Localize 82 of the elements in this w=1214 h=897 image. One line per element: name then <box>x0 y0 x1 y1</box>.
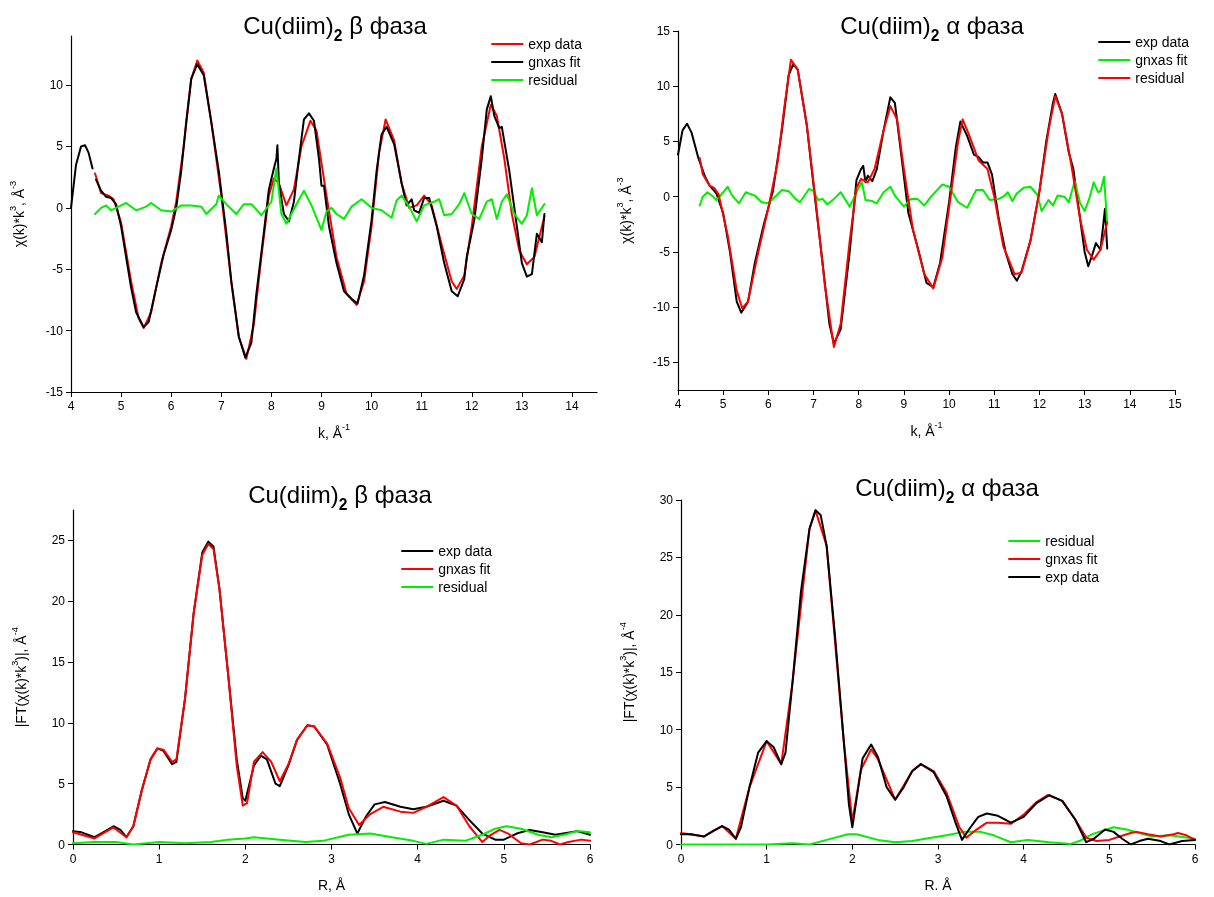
x-tick-label: 10 <box>942 397 957 411</box>
x-tick-label: 6 <box>1191 851 1199 866</box>
x-tick-label: 10 <box>364 399 379 413</box>
y-tick-label: 25 <box>659 550 674 565</box>
y-tick-label: -10 <box>45 323 64 338</box>
x-tick-label: 8 <box>268 399 276 413</box>
x-tick-label: 4 <box>414 851 422 866</box>
y-tick-label: 20 <box>51 594 66 609</box>
y-tick-label: -15 <box>652 355 671 370</box>
x-tick-label: 5 <box>117 399 125 413</box>
y-tick-label: 0 <box>666 837 674 852</box>
x-tick-label: 6 <box>167 399 175 413</box>
x-tick-label: 12 <box>465 399 479 413</box>
x-tick-label: 1 <box>763 851 771 866</box>
y-tick-label: 5 <box>56 139 64 154</box>
y-tick-label: 25 <box>51 533 66 548</box>
legend-label: gnxas fit <box>1045 551 1098 567</box>
legend-label: exp data <box>1045 569 1100 585</box>
x-tick-label: 12 <box>1032 397 1047 411</box>
y-tick-label: 5 <box>666 780 674 795</box>
x-tick-label: 5 <box>500 851 508 866</box>
x-tick-label: 3 <box>328 851 336 866</box>
x-tick-label: 1 <box>155 851 163 866</box>
y-tick-label: 15 <box>659 665 674 680</box>
y-axis-title: χ(k)*k3, Å-3 <box>7 180 27 248</box>
x-tick-label: 9 <box>318 399 326 413</box>
y-tick-label: 10 <box>659 722 674 737</box>
y-tick-label: -5 <box>52 262 64 277</box>
x-axis-title: R, Å <box>317 877 346 893</box>
x-tick-label: 11 <box>988 397 1001 411</box>
y-tick-label: -10 <box>652 300 671 315</box>
x-tick-label: 8 <box>855 397 863 411</box>
x-tick-label: 7 <box>810 397 818 411</box>
y-tick-label: -15 <box>45 385 64 399</box>
y-tick-label: 5 <box>663 134 671 149</box>
x-tick-label: 15 <box>1168 397 1182 411</box>
x-tick-label: 2 <box>241 851 249 866</box>
x-tick-label: 0 <box>69 851 77 866</box>
x-tick-label: 13 <box>515 399 529 413</box>
legend-label: residual <box>438 579 488 595</box>
legend-label: residual <box>1135 70 1185 86</box>
x-tick-label: 13 <box>1077 397 1092 411</box>
x-tick-label: 7 <box>217 399 225 413</box>
y-tick-label: 15 <box>51 655 66 670</box>
legend-label: residual <box>1045 533 1095 549</box>
y-tick-label: 0 <box>56 200 64 215</box>
y-tick-label: 10 <box>656 79 671 94</box>
x-tick-label: 3 <box>934 851 942 866</box>
legend-label: gnxas fit <box>528 54 581 70</box>
x-tick-label: 14 <box>1123 397 1137 411</box>
y-tick-label: 30 <box>659 493 674 507</box>
y-tick-label: 20 <box>659 607 674 622</box>
y-tick-label: 10 <box>51 715 66 730</box>
legend-label: gnxas fit <box>438 561 491 577</box>
legend-label: exp data <box>1135 34 1190 50</box>
x-tick-label: 6 <box>765 397 773 411</box>
legend-label: exp data <box>438 543 493 559</box>
x-tick-label: 2 <box>848 851 856 866</box>
x-tick-label: 4 <box>67 399 75 413</box>
y-axis-title: |FT(χ(k)*k3)|, Å-4 <box>9 627 29 728</box>
x-tick-label: 4 <box>1020 851 1028 866</box>
legend-label: exp data <box>528 36 583 52</box>
y-tick-label: 5 <box>58 776 66 791</box>
x-tick-label: 6 <box>586 851 594 866</box>
x-axis-title: R. Å <box>924 877 953 893</box>
y-tick-label: 15 <box>656 24 671 38</box>
y-tick-label: -5 <box>659 244 671 259</box>
x-tick-label: 14 <box>565 399 579 413</box>
y-axis-title: |FT(χ(k)*k3)|, Å-4 <box>617 622 637 723</box>
y-axis-title: χ(k)*k3, Å-3 <box>614 177 634 244</box>
y-tick-label: 10 <box>49 78 64 93</box>
y-tick-label: 0 <box>58 837 66 852</box>
x-tick-label: 9 <box>900 397 908 411</box>
x-tick-label: 4 <box>674 397 682 411</box>
y-tick-label: 0 <box>663 189 671 204</box>
line-series <box>94 167 546 231</box>
legend-label: residual <box>528 72 578 88</box>
x-tick-label: 11 <box>415 399 429 413</box>
x-tick-label: 0 <box>677 851 685 866</box>
legend-label: gnxas fit <box>1135 52 1188 68</box>
x-tick-label: 5 <box>719 397 727 411</box>
x-tick-label: 5 <box>1105 851 1113 866</box>
